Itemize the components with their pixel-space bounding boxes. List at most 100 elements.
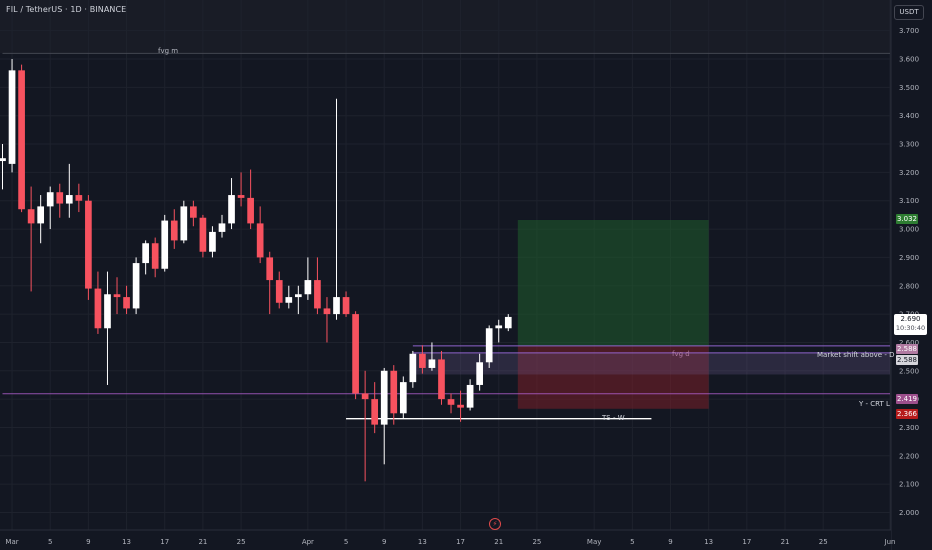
y-tick-label: 3.000	[899, 226, 919, 234]
candle-body	[275, 280, 283, 303]
candle-body	[428, 359, 436, 368]
candle-body	[352, 314, 359, 394]
price-scale-bg	[891, 0, 932, 550]
candle-body	[151, 243, 159, 269]
candle-body	[199, 217, 207, 252]
candle-body	[142, 243, 149, 264]
x-tick-label: 13	[418, 538, 427, 546]
candle-body	[294, 294, 302, 298]
candle-body	[0, 158, 6, 162]
x-tick-label: 5	[48, 538, 52, 546]
fvg-bottom-price-tag: 2.588	[896, 355, 918, 365]
x-tick-label: 9	[86, 538, 90, 546]
y-tick-label: 3.500	[899, 84, 919, 92]
candle-body	[123, 297, 130, 309]
y-tick-label: 2.200	[899, 452, 919, 460]
x-tick-label: 21	[198, 538, 207, 546]
current-price-tag: 2.690 10:30:40	[894, 314, 927, 335]
y-tick-label: 2.800	[899, 282, 919, 290]
candle-body	[466, 384, 474, 408]
target-zone	[517, 219, 709, 346]
candle-body	[304, 280, 312, 295]
candle-body	[438, 359, 445, 400]
candle-body	[170, 220, 178, 241]
candle-body	[85, 200, 92, 289]
y-tick-label: 2.500	[899, 367, 919, 375]
y-tick-label: 3.700	[899, 27, 919, 35]
candle-body	[37, 206, 45, 224]
fvg-d-label: fvg d	[672, 350, 690, 358]
time-scale-bg	[0, 530, 891, 550]
candle-body	[18, 70, 25, 210]
candle-body	[27, 209, 35, 224]
candle-body	[247, 197, 254, 224]
x-tick-label: 21	[781, 538, 790, 546]
x-tick-label: 25	[532, 538, 541, 546]
candle-body	[447, 399, 455, 405]
candle-body	[161, 220, 169, 269]
crt-price-tag: 2.419	[896, 394, 918, 404]
x-tick-label: 9	[668, 538, 672, 546]
y-tick-label: 3.200	[899, 169, 919, 177]
fvg-top-price-tag: 2.588	[896, 344, 918, 354]
candle-body	[342, 297, 350, 315]
candle-body	[495, 325, 503, 329]
premium-band	[0, 0, 891, 54]
candle-body	[46, 192, 54, 207]
candle-body	[399, 382, 407, 414]
market-shift-label: Market shift above - D	[817, 351, 895, 359]
candle-body	[56, 192, 64, 204]
candle-body	[113, 294, 121, 298]
y-tick-label: 3.600	[899, 56, 919, 64]
x-tick-label: 21	[494, 538, 503, 546]
candle-body	[104, 294, 111, 329]
y-tick-label: 2.900	[899, 254, 919, 262]
candle-body	[237, 195, 245, 198]
candle-body	[323, 308, 331, 315]
y-tick-label: 2.000	[899, 509, 919, 517]
candle-body	[75, 195, 83, 201]
candle-body	[132, 263, 140, 309]
candle-body	[485, 328, 493, 363]
x-tick-label: 9	[382, 538, 386, 546]
candle-body	[94, 288, 102, 329]
flash-icon[interactable]: ⚡	[489, 518, 501, 530]
candle-body	[371, 399, 379, 425]
y-tick-label: 3.100	[899, 197, 919, 205]
x-tick-label: 13	[704, 538, 713, 546]
candle-body	[228, 195, 235, 224]
candle-body	[65, 195, 73, 204]
x-tick-label: Apr	[302, 538, 314, 546]
candle-body	[333, 297, 340, 315]
crt-label: Y - CRT L	[859, 400, 890, 408]
currency-selector[interactable]: USDT	[894, 5, 924, 20]
x-tick-label: 13	[122, 538, 131, 546]
candle-body	[285, 297, 293, 303]
x-tick-label: Jun	[884, 538, 896, 546]
candle-body	[390, 370, 398, 414]
candle-body	[190, 206, 197, 218]
y-tick-label: 3.300	[899, 141, 919, 149]
take-profit-price-tag: 3.032	[896, 214, 918, 224]
x-tick-label: 17	[160, 538, 169, 546]
candle-body	[256, 223, 264, 258]
x-tick-label: 25	[237, 538, 246, 546]
fvg-m-label: fvg m	[158, 47, 179, 55]
candle-body	[504, 316, 512, 329]
candle-body	[266, 257, 274, 281]
candle-body	[180, 206, 188, 241]
candle-body	[457, 404, 464, 408]
candle-body	[380, 370, 388, 425]
candle-body	[218, 223, 226, 232]
candle-body	[8, 70, 16, 164]
candle-body	[209, 231, 216, 252]
candle-body	[476, 362, 483, 385]
x-tick-label: 17	[456, 538, 465, 546]
x-tick-label: May	[587, 538, 601, 546]
y-tick-label: 3.400	[899, 112, 919, 120]
candle-countdown: 10:30:40	[895, 324, 926, 332]
y-tick-label: 2.100	[899, 481, 919, 489]
